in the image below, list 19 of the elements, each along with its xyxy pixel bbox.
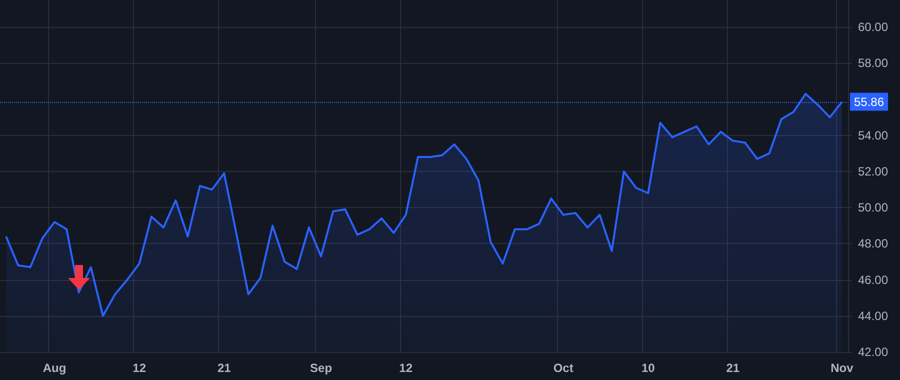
y-tick-label: 46.00 xyxy=(858,272,888,287)
x-tick-label: Aug xyxy=(42,361,66,375)
y-tick-label: 54.00 xyxy=(858,128,888,142)
x-tick-label: 12 xyxy=(132,361,146,375)
y-tick-label: 60.00 xyxy=(858,20,888,34)
ref-line-label: 55.86 xyxy=(854,94,884,109)
y-tick-label: 44.00 xyxy=(858,308,888,323)
y-tick-label: 42.00 xyxy=(858,345,888,359)
x-tick-label: 21 xyxy=(217,361,232,375)
x-tick-label: 10 xyxy=(641,361,656,375)
y-tick-label: 52.00 xyxy=(858,164,888,178)
x-tick-label: Nov xyxy=(830,361,854,375)
y-tick-label: 58.00 xyxy=(858,56,888,70)
x-tick-label: Sep xyxy=(310,361,332,375)
x-tick-label: 12 xyxy=(399,361,413,375)
y-tick-label: 50.00 xyxy=(858,200,888,215)
x-tick-label: 21 xyxy=(726,361,740,375)
x-tick-label: Oct xyxy=(553,361,574,375)
y-tick-label: 48.00 xyxy=(858,236,888,251)
